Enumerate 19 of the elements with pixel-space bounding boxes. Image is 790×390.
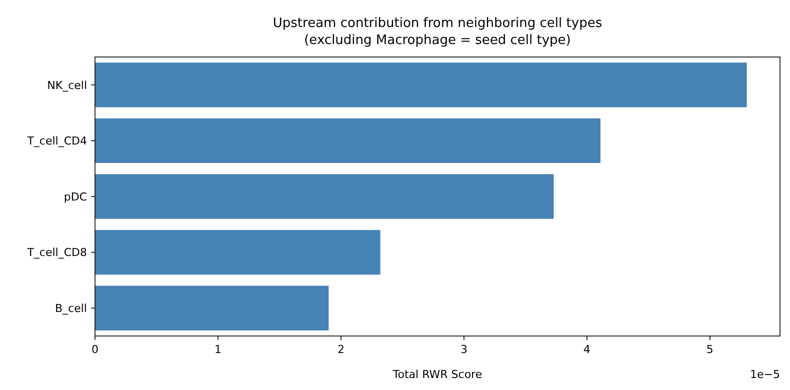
bar: [95, 118, 600, 164]
y-tick-label: NK_cell: [47, 78, 87, 92]
x-tick-label: 2: [337, 343, 344, 356]
bar: [95, 62, 747, 108]
y-tick-label: B_cell: [55, 302, 87, 315]
x-axis-title: Total RWR Score: [392, 368, 482, 381]
y-tick-label: pDC: [64, 190, 88, 204]
x-tick-label: 3: [460, 343, 468, 356]
bar: [95, 230, 380, 275]
x-tick-label: 5: [706, 343, 714, 356]
x-tick-label: 0: [92, 343, 98, 356]
x-tick-label: 1: [214, 343, 222, 356]
y-tick-label: T_cell_CD8: [26, 246, 87, 260]
bar: [95, 174, 554, 219]
x-tick-label: 4: [583, 343, 590, 356]
chart-title: Upstream contribution from neighboring cell types (excluding Macrophage = seed cell type): [272, 16, 602, 48]
bar: [95, 286, 329, 330]
y-tick-label: T_cell_CD4: [26, 134, 87, 148]
text: 1e−5: [750, 368, 780, 381]
